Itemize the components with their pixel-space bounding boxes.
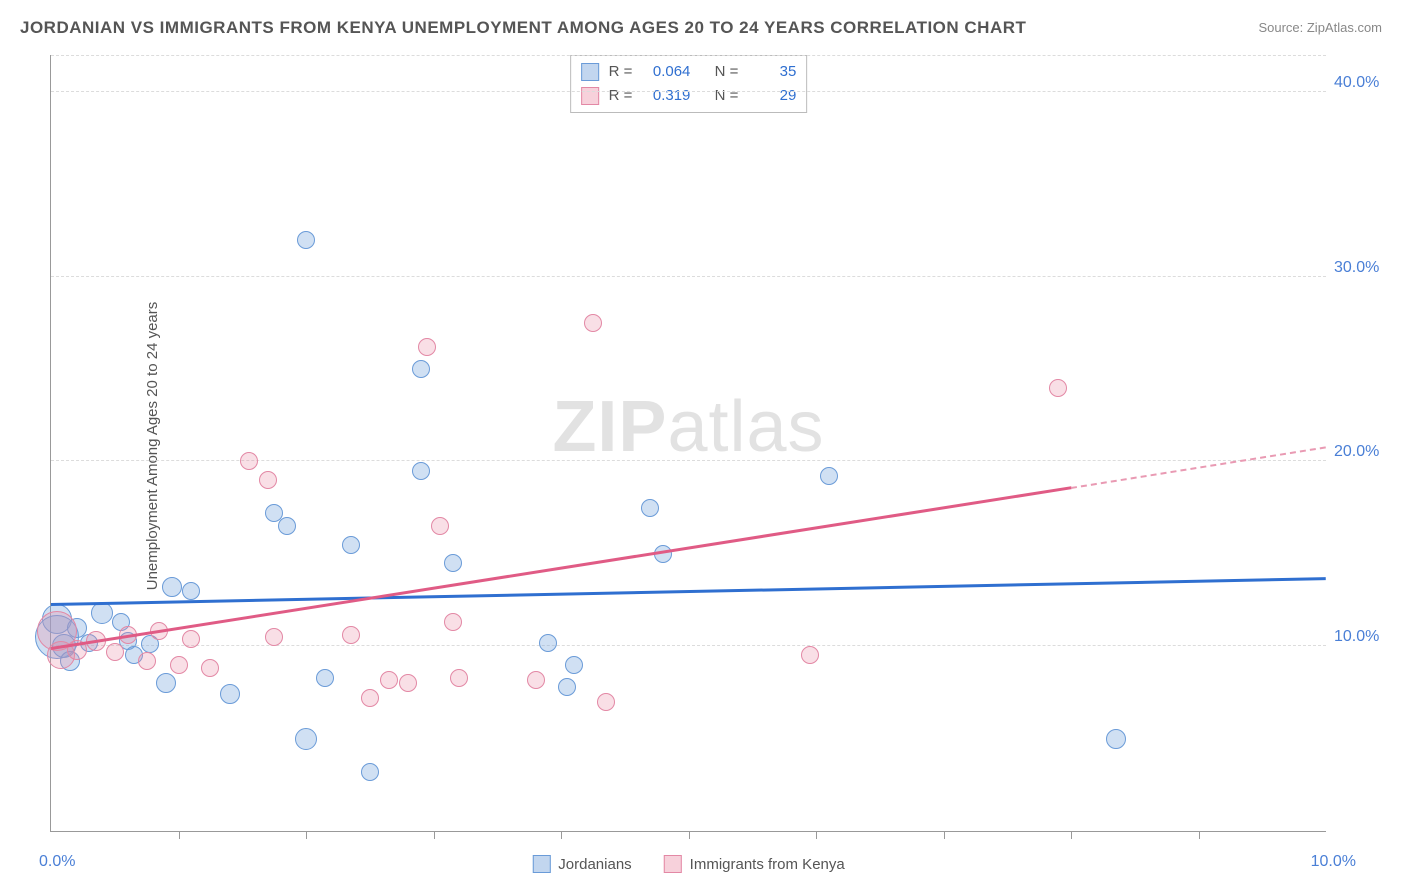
stats-box: R = 0.064 N = 35 R = 0.319 N = 29 — [570, 55, 808, 113]
stats-row-pink: R = 0.319 N = 29 — [581, 84, 797, 108]
x-tick — [179, 831, 180, 839]
data-point — [220, 684, 240, 704]
data-point — [1049, 379, 1067, 397]
legend-item-kenya: Immigrants from Kenya — [664, 855, 845, 873]
r-label: R = — [609, 60, 633, 84]
x-tick — [1199, 831, 1200, 839]
data-point — [361, 689, 379, 707]
legend-label-kenya: Immigrants from Kenya — [690, 856, 845, 873]
n-label: N = — [715, 60, 739, 84]
data-point — [450, 669, 468, 687]
data-point — [801, 646, 819, 664]
plot-area: ZIPatlas R = 0.064 N = 35 R = 0.319 N = … — [50, 55, 1326, 832]
data-point — [91, 602, 113, 624]
r-label: R = — [609, 84, 633, 108]
data-point — [170, 656, 188, 674]
watermark-atlas: atlas — [667, 387, 824, 467]
data-point — [412, 462, 430, 480]
data-point — [182, 582, 200, 600]
y-tick-label: 20.0% — [1334, 443, 1394, 461]
data-point — [820, 467, 838, 485]
data-point — [539, 634, 557, 652]
data-point — [584, 314, 602, 332]
data-point — [412, 360, 430, 378]
data-point — [597, 693, 615, 711]
legend-label-jordanians: Jordanians — [558, 856, 631, 873]
n-value-blue: 35 — [748, 60, 796, 84]
n-label: N = — [715, 84, 739, 108]
x-tick — [1071, 831, 1072, 839]
source-attribution: Source: ZipAtlas.com — [1258, 20, 1382, 35]
y-tick-label: 10.0% — [1334, 628, 1394, 646]
r-value-pink: 0.319 — [642, 84, 690, 108]
data-point — [1106, 729, 1126, 749]
data-point — [527, 671, 545, 689]
data-point — [558, 678, 576, 696]
chart-container: JORDANIAN VS IMMIGRANTS FROM KENYA UNEMP… — [0, 0, 1406, 892]
data-point — [259, 471, 277, 489]
trend-line-kenya-extrapolated — [1071, 446, 1326, 489]
data-point — [182, 630, 200, 648]
r-value-blue: 0.064 — [642, 60, 690, 84]
watermark: ZIPatlas — [552, 386, 824, 468]
legend-item-jordanians: Jordanians — [532, 855, 631, 873]
gridline — [51, 276, 1326, 277]
data-point — [399, 674, 417, 692]
data-point — [418, 338, 436, 356]
swatch-blue-icon — [532, 855, 550, 873]
data-point — [565, 656, 583, 674]
stats-row-blue: R = 0.064 N = 35 — [581, 60, 797, 84]
data-point — [444, 554, 462, 572]
y-tick-label: 40.0% — [1334, 74, 1394, 92]
trend-line-jordanians — [51, 577, 1326, 605]
watermark-zip: ZIP — [552, 387, 667, 467]
data-point — [278, 517, 296, 535]
data-point — [297, 231, 315, 249]
data-point — [316, 669, 334, 687]
data-point — [444, 613, 462, 631]
chart-title: JORDANIAN VS IMMIGRANTS FROM KENYA UNEMP… — [20, 18, 1026, 38]
gridline — [51, 91, 1326, 92]
swatch-blue-icon — [581, 63, 599, 81]
data-point — [295, 728, 317, 750]
data-point — [361, 763, 379, 781]
x-axis-label-min: 0.0% — [39, 853, 75, 871]
data-point — [162, 577, 182, 597]
data-point — [156, 673, 176, 693]
swatch-pink-icon — [664, 855, 682, 873]
data-point — [106, 643, 124, 661]
x-axis-label-max: 10.0% — [1311, 853, 1356, 871]
data-point — [641, 499, 659, 517]
data-point — [342, 536, 360, 554]
trend-line-kenya — [51, 487, 1071, 650]
y-tick-label: 30.0% — [1334, 259, 1394, 277]
data-point — [265, 628, 283, 646]
gridline — [51, 645, 1326, 646]
swatch-pink-icon — [581, 87, 599, 105]
x-tick — [816, 831, 817, 839]
gridline — [51, 55, 1326, 56]
data-point — [240, 452, 258, 470]
x-tick — [689, 831, 690, 839]
data-point — [380, 671, 398, 689]
data-point — [138, 652, 156, 670]
n-value-pink: 29 — [748, 84, 796, 108]
x-tick — [306, 831, 307, 839]
x-tick — [561, 831, 562, 839]
x-tick — [434, 831, 435, 839]
data-point — [431, 517, 449, 535]
x-tick — [944, 831, 945, 839]
data-point — [342, 626, 360, 644]
data-point — [201, 659, 219, 677]
legend: Jordanians Immigrants from Kenya — [532, 855, 844, 873]
